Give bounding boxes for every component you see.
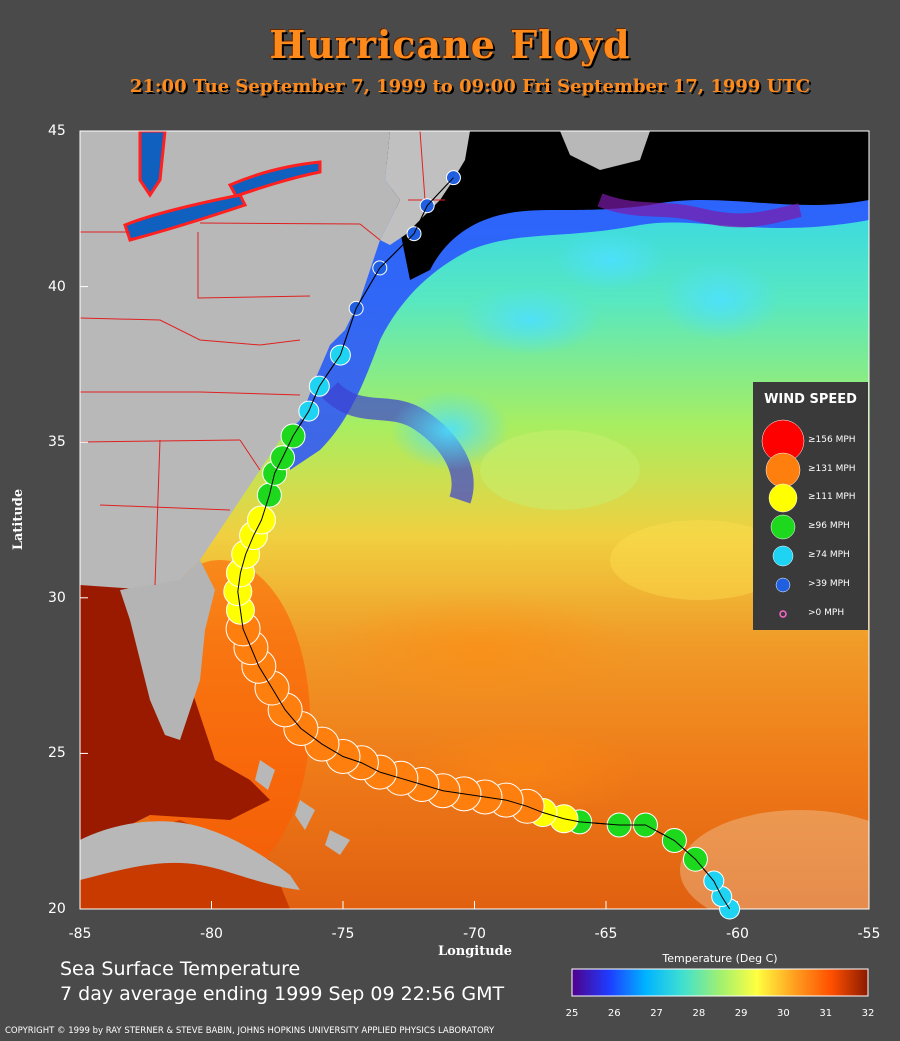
legend-label: ≥156 MPH (808, 435, 856, 445)
x-tick-label: -75 (331, 926, 355, 942)
y-tick-label: 45 (48, 123, 66, 139)
colorbar-title: Temperature (Deg C) (662, 952, 778, 965)
colorbar-tick-label: 25 (565, 1008, 579, 1019)
legend-label: ≥96 MPH (808, 521, 850, 531)
legend-label: ≥74 MPH (808, 550, 850, 560)
colorbar-tick-label: 31 (819, 1008, 833, 1019)
page-subtitle: 21:00 Tue September 7, 1999 to 09:00 Fri… (129, 76, 811, 97)
x-tick-label: -55 (857, 926, 881, 942)
colorbar-tick-label: 28 (692, 1008, 706, 1019)
x-tick-label: -80 (200, 926, 223, 942)
colorbar-tick-label: 26 (607, 1008, 621, 1019)
colorbar-tick-label: 27 (650, 1008, 663, 1019)
x-axis-label: Longitude (437, 944, 513, 959)
y-tick-label: 35 (48, 434, 66, 451)
temperature-colorbar (571, 968, 869, 997)
y-tick-label: 20 (48, 901, 66, 917)
colorbar-tick-label: 29 (734, 1008, 748, 1019)
colorbar-tick-label: 30 (777, 1008, 790, 1019)
sea-surface-temperature-field (80, 131, 869, 909)
legend-swatch (775, 577, 791, 593)
page-title: Hurricane Floyd (269, 22, 631, 67)
x-tick-label: -65 (594, 926, 618, 942)
legend-label: >39 MPH (808, 579, 850, 589)
sst-caption-line1: Sea Surface Temperature (60, 958, 301, 980)
colorbar-tick-label: 32 (861, 1008, 875, 1019)
y-tick-label: 30 (48, 589, 66, 606)
hurricane-track (223, 170, 741, 920)
legend-swatch (768, 483, 798, 513)
legend-swatch (779, 610, 787, 618)
track-line-overlay (237, 177, 731, 910)
copyright-notice: COPYRIGHT © 1999 by RAY STERNER & STEVE … (5, 1026, 495, 1036)
x-tick-label: -60 (726, 926, 749, 942)
legend-swatch (772, 545, 794, 567)
y-tick-label: 40 (48, 278, 66, 295)
wind-speed-legend: WIND SPEED ≥156 MPH ≥131 MPH ≥111 MPH ≥96 M… (753, 382, 868, 630)
x-tick-label: -70 (463, 926, 486, 942)
legend-swatch (770, 514, 796, 540)
x-tick-label: -85 (68, 926, 92, 942)
legend-swatches (761, 419, 805, 618)
y-tick-label: 25 (48, 745, 66, 762)
legend-label: >0 MPH (808, 608, 845, 618)
sst-caption-line2: 7 day average ending 1999 Sep 09 22:56 G… (60, 983, 505, 1005)
legend-title: WIND SPEED (764, 392, 857, 407)
legend-swatch (765, 452, 801, 488)
legend-label: ≥131 MPH (808, 464, 856, 474)
legend-label: ≥111 MPH (808, 492, 856, 502)
y-axis-label: Latitude (11, 488, 27, 551)
